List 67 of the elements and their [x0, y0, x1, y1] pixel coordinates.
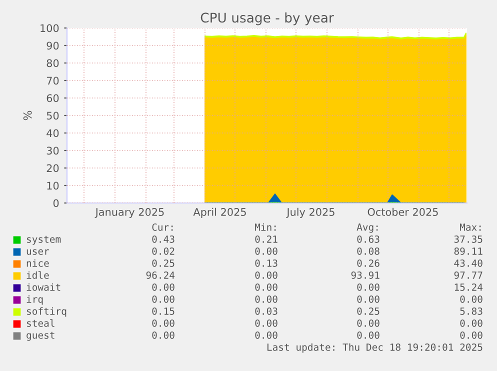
text: 0.00 — [152, 319, 174, 327]
text: Cur: — [152, 223, 173, 231]
legend-label: irq — [26, 295, 43, 305]
text: Max: — [460, 224, 481, 231]
x-tick-label: April 2025 — [193, 208, 246, 218]
text: 0.00 — [255, 319, 278, 327]
text: 0.00 — [255, 331, 278, 339]
text: 0.00 — [152, 295, 174, 303]
x-tick-label: October 2025 — [368, 208, 438, 216]
legend-label: steal — [27, 319, 54, 327]
text: 0.63 — [357, 235, 380, 243]
y-tick-label: 0 — [53, 199, 59, 208]
y-tick-label: 80 — [46, 59, 59, 68]
text: 0.00 — [357, 283, 380, 291]
y-tick-label: 60 — [46, 94, 59, 102]
y-tick-label: 30 — [46, 146, 59, 155]
text: 0.26 — [357, 259, 380, 267]
text: 0.00 — [255, 295, 278, 303]
text: 15.24 — [454, 283, 483, 291]
text: 0.00 — [357, 295, 380, 303]
legend-label: idle — [26, 271, 49, 279]
legend-label: softirq — [27, 307, 66, 317]
text: 0.13 — [255, 259, 278, 267]
legend-label: system — [27, 236, 61, 245]
text: Avg: — [356, 224, 378, 233]
text: 0.00 — [152, 283, 174, 291]
text: Min: — [254, 223, 276, 231]
legend-label: nice — [26, 259, 49, 267]
text: 0.00 — [357, 331, 380, 339]
text: 93.91 — [351, 271, 380, 279]
text: 89.11 — [454, 247, 482, 255]
text: 0.25 — [357, 307, 380, 315]
text: 0.00 — [255, 271, 278, 279]
text: 0.00 — [255, 247, 278, 255]
y-tick-label: 10 — [47, 182, 59, 190]
text: 97.77 — [454, 271, 482, 279]
text: 0.15 — [152, 307, 174, 315]
legend-label: guest — [26, 332, 54, 341]
y-tick-label: 20 — [46, 164, 59, 172]
text: Last update: Thu Dec 18 19:20:01 2025 — [267, 343, 482, 353]
text: 0.00 — [460, 319, 482, 327]
text: 0.00 — [152, 331, 174, 339]
text: 0.21 — [255, 235, 278, 243]
text: 0.08 — [357, 247, 380, 255]
y-tick-label: 100 — [40, 24, 59, 32]
text: 96.24 — [146, 271, 175, 279]
text: 37.35 — [454, 235, 482, 243]
text: 0.00 — [255, 283, 278, 291]
y-tick-label: 40 — [46, 129, 59, 138]
chart-title: CPU usage - by year — [200, 12, 334, 26]
legend-label: user — [26, 249, 50, 255]
x-tick-label: January 2025 — [94, 208, 164, 218]
text: 0.02 — [152, 247, 174, 255]
text: 0.00 — [357, 319, 380, 327]
y-axis-title: % — [23, 110, 32, 120]
y-tick-label: 70 — [46, 76, 59, 85]
text: 43.40 — [454, 259, 482, 267]
text: 0.03 — [255, 307, 278, 315]
text: 0.25 — [152, 259, 174, 267]
y-tick-label: 90 — [46, 42, 59, 50]
text: 0.00 — [460, 295, 482, 303]
x-tick-label: July 2025 — [286, 208, 334, 218]
text: 5.83 — [460, 307, 482, 315]
legend-label: iowait — [26, 283, 60, 291]
text: 0.43 — [152, 235, 174, 243]
text: 0.00 — [460, 331, 482, 339]
y-tick-label: 50 — [46, 112, 59, 120]
